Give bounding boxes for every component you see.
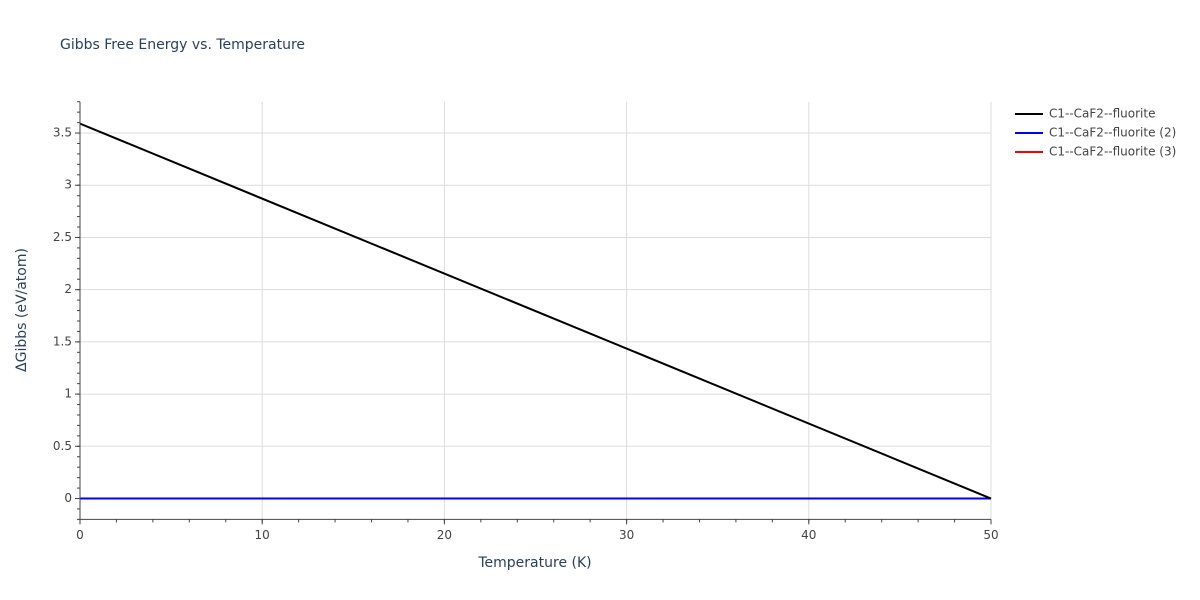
y-tick-label: 0	[64, 491, 72, 505]
legend-label: C1--CaF2--fluorite	[1049, 107, 1155, 121]
y-tick-label: 1	[64, 387, 72, 401]
y-tick-label: 0.5	[53, 439, 72, 453]
legend-label: C1--CaF2--fluorite (2)	[1049, 126, 1176, 140]
y-tick-label: 2	[64, 282, 72, 296]
y-tick-label: 1.5	[53, 334, 72, 348]
legend-layer: C1--CaF2--fluorite C1--CaF2--fluorite (2)…	[1015, 107, 1176, 159]
y-tick-label: 3.5	[53, 126, 72, 140]
chart-title: Gibbs Free Energy vs. Temperature	[60, 37, 305, 53]
x-tick-label: 10	[255, 528, 270, 542]
x-tick-label: 30	[619, 528, 634, 542]
x-tick-label: 20	[437, 528, 452, 542]
y-tick-label: 2.5	[53, 230, 72, 244]
x-tick-label: 40	[801, 528, 816, 542]
x-axis-title: Temperature (K)	[477, 555, 591, 571]
series-layer	[79, 122, 992, 500]
legend-label: C1--CaF2--fluorite (3)	[1049, 145, 1176, 159]
y-tick-label: 3	[64, 178, 72, 192]
axes-layer: 0 10 20 30 40 50 0 0.5 1 1.5 2 2.5 3 3.5	[53, 101, 999, 542]
x-tick-label: 50	[983, 528, 998, 542]
x-tick-label: 0	[76, 528, 84, 542]
y-axis-title: ΔGibbs (eV/atom)	[14, 248, 30, 372]
series-line	[79, 122, 992, 500]
grid-layer	[79, 101, 992, 520]
